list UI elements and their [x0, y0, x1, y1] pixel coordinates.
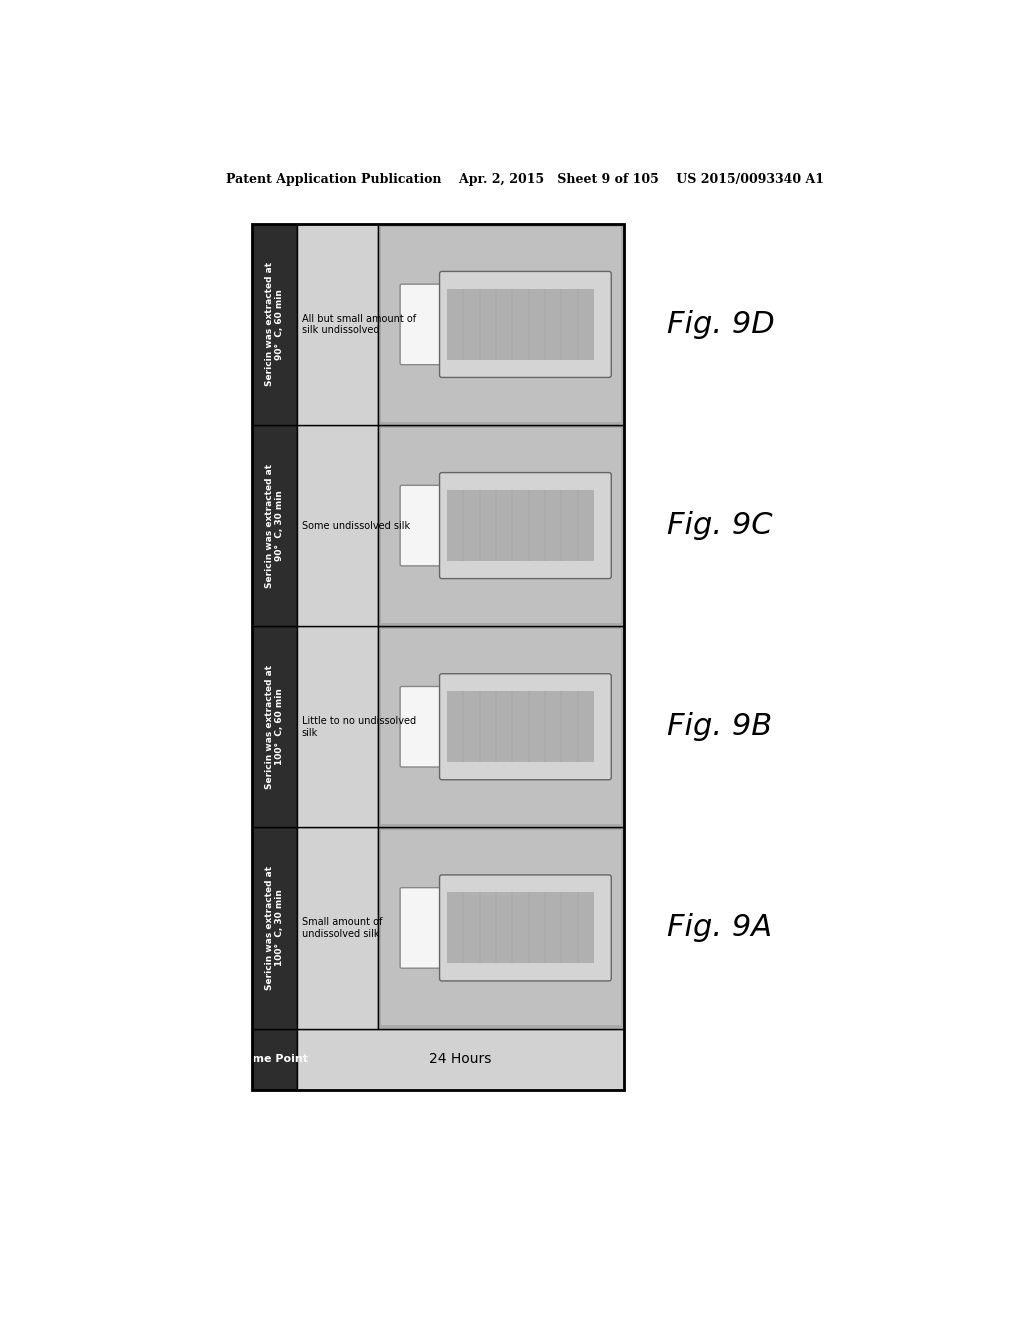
- Bar: [446, 490, 594, 561]
- FancyBboxPatch shape: [439, 875, 611, 981]
- Bar: [252, 224, 624, 1090]
- Text: Sericin was extracted at
90°  C, 30 min: Sericin was extracted at 90° C, 30 min: [265, 463, 285, 587]
- Bar: [446, 289, 594, 360]
- Bar: [297, 224, 378, 425]
- FancyBboxPatch shape: [400, 887, 445, 968]
- Bar: [252, 828, 297, 1028]
- Bar: [381, 227, 621, 422]
- Text: Small amount of
undissolved silk: Small amount of undissolved silk: [302, 917, 382, 939]
- Text: Fig. 9C: Fig. 9C: [667, 511, 772, 540]
- Bar: [378, 425, 624, 626]
- Bar: [252, 626, 297, 828]
- Text: Sericin was extracted at
100°  C, 60 min: Sericin was extracted at 100° C, 60 min: [265, 665, 285, 789]
- Bar: [381, 830, 621, 1026]
- Text: Patent Application Publication    Apr. 2, 2015   Sheet 9 of 105    US 2015/00933: Patent Application Publication Apr. 2, 2…: [226, 173, 823, 186]
- Text: Fig. 9D: Fig. 9D: [667, 310, 774, 339]
- Text: 24 Hours: 24 Hours: [429, 1052, 492, 1067]
- Bar: [252, 224, 297, 425]
- FancyBboxPatch shape: [439, 272, 611, 378]
- Bar: [378, 626, 624, 828]
- Bar: [378, 224, 624, 425]
- Text: Fig. 9B: Fig. 9B: [667, 713, 772, 742]
- Text: Sericin was extracted at
100°  C, 30 min: Sericin was extracted at 100° C, 30 min: [265, 866, 285, 990]
- FancyBboxPatch shape: [400, 686, 445, 767]
- Bar: [297, 425, 378, 626]
- Bar: [378, 828, 624, 1028]
- Bar: [446, 692, 594, 762]
- Bar: [381, 630, 621, 824]
- Bar: [446, 892, 594, 964]
- FancyBboxPatch shape: [439, 473, 611, 578]
- Text: Time Point: Time Point: [241, 1055, 308, 1064]
- FancyBboxPatch shape: [400, 486, 445, 566]
- Text: Sericin was extracted at
90°  C, 60 min: Sericin was extracted at 90° C, 60 min: [265, 263, 285, 387]
- Bar: [381, 428, 621, 623]
- Bar: [252, 425, 297, 626]
- Bar: [297, 828, 378, 1028]
- Text: Some undissolved silk: Some undissolved silk: [302, 520, 410, 531]
- FancyBboxPatch shape: [439, 673, 611, 780]
- Bar: [297, 1028, 624, 1090]
- Text: All but small amount of
silk undissolved: All but small amount of silk undissolved: [302, 314, 416, 335]
- Text: Fig. 9A: Fig. 9A: [667, 913, 772, 942]
- Text: Little to no undissolved
silk: Little to no undissolved silk: [302, 715, 416, 738]
- Bar: [252, 1028, 297, 1090]
- Bar: [297, 626, 378, 828]
- FancyBboxPatch shape: [400, 284, 445, 364]
